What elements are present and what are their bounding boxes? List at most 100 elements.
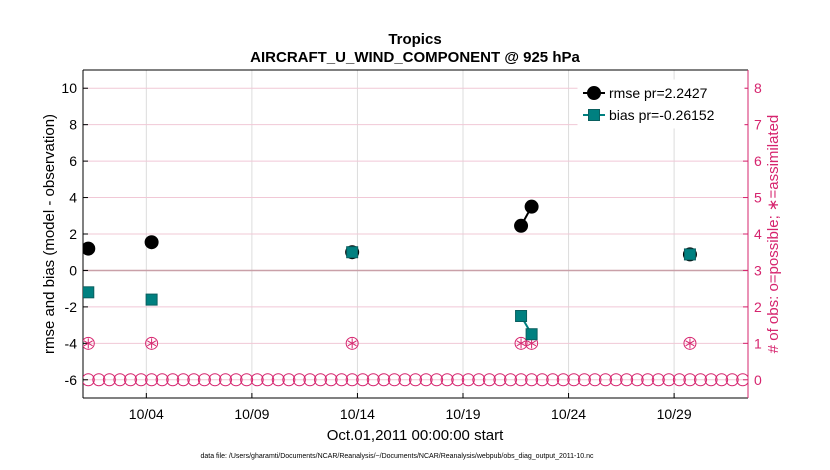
data-file-footnote: data file: /Users/gharamti/Documents/NCA… [200,453,594,460]
y-tick-label-right: 8 [754,80,762,96]
obs-assimilated-star [685,340,695,347]
obs-possible-marker [493,373,507,387]
obs-possible-marker [440,373,454,387]
obs-possible-marker [525,373,539,387]
y-tick-label-left: 10 [61,80,77,96]
obs-possible-marker [366,373,380,387]
y-tick-label-right: 5 [754,190,762,206]
obs-possible-marker [630,373,644,387]
x-tick-label: 10/09 [234,406,269,422]
obs-possible-marker [504,373,517,387]
obs-possible-marker [303,373,317,387]
y-tick-label-right: 6 [754,153,762,169]
obs-possible-marker [240,373,254,387]
rmse-point [144,235,159,250]
obs-possible-marker [715,373,729,387]
x-tick-label: 10/14 [340,406,375,422]
legend-marker-bias [588,109,600,121]
obs-possible-marker [292,373,306,387]
obs-possible-marker [208,373,222,387]
obs-possible-marker [609,373,623,387]
obs-possible-marker [567,373,581,387]
obs-possible-marker [514,373,528,387]
legend-marker-rmse [587,86,601,100]
plot-area: -6 -4 -2 0 2 4 6 8 10 0 1 2 3 4 5 6 7 8 10/04 10/09 10/14 10/… [61,69,762,422]
chart-title: Tropics [388,31,441,48]
obs-possible-marker [398,373,412,387]
obs-assimilated-marker [145,336,159,350]
y-tick-label-left: -6 [65,372,78,388]
obs-assimilated-marker [345,336,359,350]
obs-possible-marker [345,373,359,387]
obs-possible-marker [335,373,349,387]
obs-possible-marker [102,373,116,387]
plot-marks [83,199,748,387]
obs-assimilated-star [147,340,157,347]
y-tick-label-left: 2 [69,226,77,242]
y-tick-label-left: 0 [69,262,77,278]
obs-possible-marker [461,373,475,387]
obs-possible-marker [261,373,275,387]
obs-possible-marker [187,373,201,387]
y-tick-label-left: 4 [69,190,77,206]
obs-possible-marker [662,373,676,387]
bias-point [525,328,538,341]
obs-possible-marker [314,373,327,387]
obs-possible-marker [155,373,169,387]
obs-assimilated-marker [683,336,697,350]
obs-possible-marker [229,373,243,387]
obs-possible-marker [472,373,486,387]
rmse-point [514,218,529,233]
y-axis-label-left: rmse and bias (model - observation) [41,114,58,354]
obs-assimilated-star [83,340,93,347]
obs-possible-marker [546,373,560,387]
obs-possible-marker [324,373,338,387]
chart-subtitle: AIRCRAFT_U_WIND_COMPONENT @ 925 hPa [250,49,580,66]
rmse-point [524,199,539,214]
obs-possible-marker [113,373,127,387]
x-tick-label: 10/24 [551,406,586,422]
x-tick-label: 10/04 [129,406,164,422]
obs-possible-marker [166,373,180,387]
obs-possible-marker [725,373,739,387]
obs-assimilated-marker [83,336,95,350]
bias-point [683,248,696,261]
obs-possible-marker [356,373,370,387]
y-tick-label-left: 6 [69,153,77,169]
obs-possible-marker [145,373,159,387]
obs-possible-marker [577,373,591,387]
obs-possible-marker [651,373,665,387]
obs-possible-marker [556,373,570,387]
obs-possible-marker [535,373,549,387]
x-axis-label: Oct.01,2011 00:00:00 start [327,427,504,444]
y-tick-label-right: 0 [754,372,762,388]
obs-possible-marker [620,373,634,387]
obs-possible-marker [599,373,612,387]
obs-possible-marker [282,373,296,387]
obs-possible-marker [176,373,190,387]
x-tick-label: 10/19 [445,406,480,422]
obs-possible-marker [736,373,748,387]
obs-possible-marker [419,373,433,387]
obs-possible-marker [430,373,444,387]
obs-possible-marker [250,373,264,387]
obs-possible-marker [124,373,137,387]
obs-possible-marker [482,373,496,387]
obs-possible-marker [694,373,707,387]
x-tick-label: 10/29 [657,406,692,422]
legend-label: rmse pr=2.2427 [609,85,708,101]
y-tick-label-right: 3 [754,262,762,278]
obs-possible-marker [588,373,602,387]
obs-assimilated-star [527,340,537,347]
rmse-point [83,241,96,256]
bias-point [346,246,359,259]
obs-possible-marker [683,373,697,387]
y-tick-label-right: 2 [754,299,762,315]
obs-possible-marker [704,373,718,387]
bias-point [515,310,528,322]
obs-possible-marker [672,373,686,387]
obs-assimilated-star [516,340,526,347]
obs-possible-marker [197,373,211,387]
